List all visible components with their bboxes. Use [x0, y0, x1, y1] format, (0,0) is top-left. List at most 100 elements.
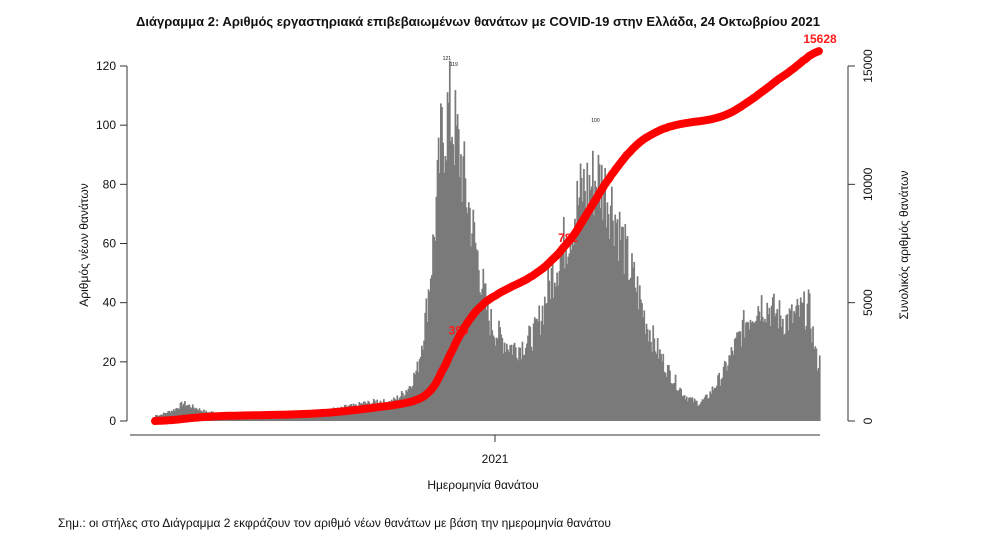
bar [549, 299, 552, 421]
bar [530, 346, 533, 421]
bar [177, 408, 180, 421]
bar [370, 403, 373, 421]
bar [741, 319, 744, 421]
bar [441, 106, 443, 421]
bar [494, 345, 497, 421]
bar [448, 60, 451, 422]
bar [529, 326, 532, 421]
bar [288, 417, 290, 421]
bar-value-label: 100 [591, 118, 600, 124]
bar [631, 253, 633, 421]
bar [527, 335, 529, 421]
bar [503, 342, 506, 421]
bar [451, 136, 453, 421]
bar [261, 417, 263, 421]
bar [398, 397, 401, 421]
bar [539, 335, 542, 421]
bar [386, 403, 389, 421]
bar [691, 397, 694, 421]
bar [646, 329, 649, 421]
bars-group [155, 60, 821, 422]
bar [675, 389, 678, 421]
bar [625, 238, 628, 421]
bar [263, 417, 266, 421]
bar [672, 383, 675, 421]
bar [189, 407, 192, 421]
bar [446, 92, 449, 421]
bar [674, 374, 677, 421]
bar [251, 417, 253, 421]
bar [399, 396, 402, 421]
bar [732, 354, 735, 421]
bar [575, 223, 577, 421]
bar [618, 211, 621, 421]
bar [167, 410, 170, 421]
bar [520, 359, 523, 421]
bar [450, 141, 452, 422]
bar [457, 129, 460, 421]
bar [579, 163, 582, 421]
bar [507, 349, 509, 421]
bar [551, 263, 554, 421]
bar [474, 242, 477, 421]
bar [796, 298, 799, 421]
bar [443, 172, 446, 421]
bar [652, 325, 655, 421]
bar [568, 253, 571, 421]
bar [570, 250, 573, 421]
y-tick-label: 60 [103, 237, 117, 251]
bar [179, 402, 182, 421]
bar [737, 332, 740, 421]
bar [357, 407, 360, 421]
bar [676, 391, 679, 421]
bar [767, 314, 770, 421]
bar [613, 245, 615, 421]
bar [485, 309, 488, 421]
bar [622, 226, 624, 421]
bar [498, 320, 500, 421]
bar [180, 401, 183, 421]
bar [780, 326, 783, 421]
bar [478, 270, 480, 421]
bar [699, 403, 702, 421]
bar [488, 320, 490, 421]
bar [789, 310, 792, 421]
bar [744, 337, 746, 421]
bar [460, 154, 462, 421]
bar [512, 344, 515, 421]
bar [573, 245, 575, 421]
bar [276, 417, 279, 421]
bar [638, 285, 641, 421]
bar [668, 364, 670, 421]
bar [433, 236, 436, 421]
bar [599, 208, 602, 421]
bar [548, 280, 551, 421]
bar [728, 355, 731, 421]
bar [425, 298, 428, 421]
bar [248, 418, 251, 421]
bar [509, 345, 512, 421]
bar [380, 402, 383, 421]
bar [662, 353, 665, 421]
bar [694, 400, 697, 421]
bar [565, 248, 567, 421]
bar [771, 297, 774, 421]
bar [725, 362, 727, 421]
y2-tick-label: 5000 [861, 289, 875, 316]
bar [769, 326, 772, 421]
bar [514, 347, 517, 421]
bar [584, 191, 586, 421]
bar [393, 397, 395, 421]
bar [378, 402, 381, 421]
bar [505, 343, 508, 421]
bar [663, 371, 666, 421]
bar [745, 322, 747, 421]
bar [764, 318, 766, 421]
bar [727, 365, 729, 421]
bar [381, 405, 384, 421]
bar [630, 277, 632, 421]
bar [492, 335, 495, 421]
bar [293, 416, 296, 421]
bar [375, 403, 377, 421]
bar [275, 417, 278, 421]
